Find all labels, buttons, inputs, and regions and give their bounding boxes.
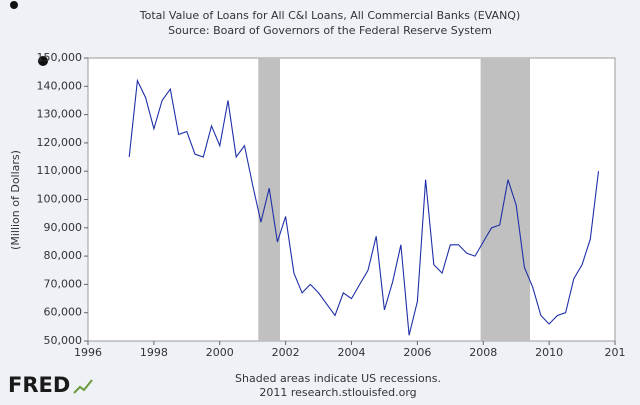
x-tick-label: 1996 — [74, 346, 102, 359]
credit: 2011 research.stlouisfed.org — [259, 386, 416, 399]
y-tick-label: 140,000 — [37, 79, 83, 92]
x-tick-label: 2000 — [206, 346, 234, 359]
x-tick-label: 2008 — [469, 346, 497, 359]
y-tick-label: 120,000 — [37, 136, 83, 149]
logo: FRED — [8, 373, 70, 397]
x-tick-label: 2010 — [535, 346, 563, 359]
x-tick-label: 2002 — [272, 346, 300, 359]
chart-title: Total Value of Loans for All C&I Loans, … — [139, 9, 521, 22]
recession-shade — [258, 58, 281, 341]
chart-subtitle: Source: Board of Governors of the Federa… — [168, 24, 492, 37]
y-tick-label: 100,000 — [37, 193, 83, 206]
y-tick-label: 60,000 — [44, 306, 83, 319]
y-tick-label: 110,000 — [37, 164, 83, 177]
y-tick-label: 150,000 — [37, 51, 83, 64]
y-tick-label: 130,000 — [37, 108, 83, 121]
dot — [38, 56, 48, 66]
recession-shade — [480, 58, 531, 341]
y-tick-label: 70,000 — [44, 277, 83, 290]
logo-icon — [73, 379, 93, 394]
x-tick-label: 2006 — [403, 346, 431, 359]
y-tick-label: 90,000 — [44, 221, 83, 234]
footnote: Shaded areas indicate US recessions. — [235, 372, 441, 385]
x-tick-label: 2004 — [338, 346, 366, 359]
y-axis-label: (Million of Dollars) — [9, 150, 22, 250]
dot — [10, 1, 18, 9]
y-tick-label: 80,000 — [44, 249, 83, 262]
x-tick-label: 1998 — [140, 346, 168, 359]
x-tick-label: 201 — [605, 346, 626, 359]
data-line — [128, 78, 600, 336]
y-tick-label: 50,000 — [44, 334, 83, 347]
